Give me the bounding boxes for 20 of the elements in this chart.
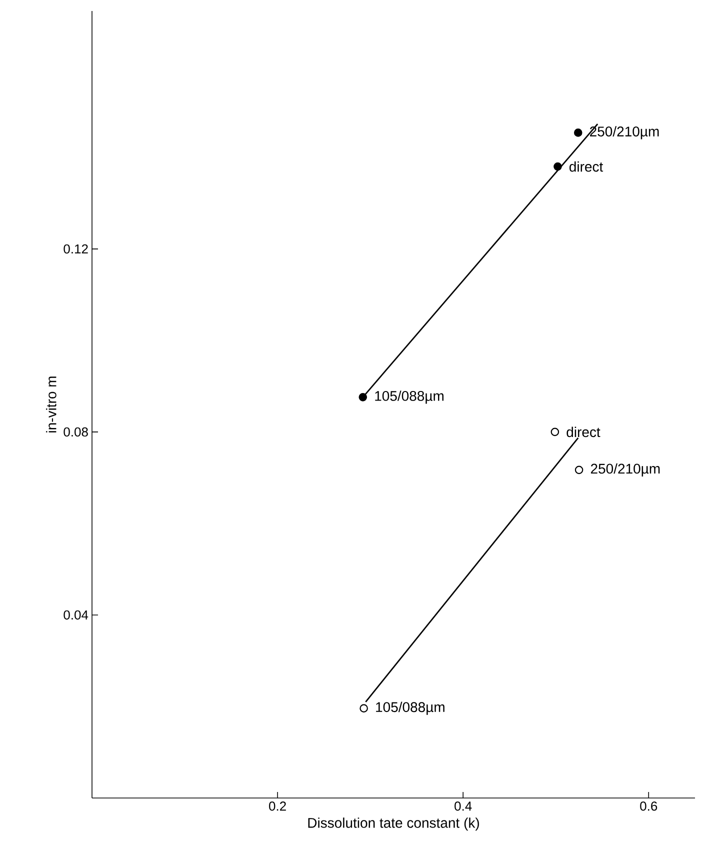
y-tick-label: 0.04 <box>64 610 88 620</box>
annotation: 105/088µm <box>375 390 444 404</box>
annotation: direct <box>566 426 600 438</box>
x-axis-title: Dissolution tate constant (k) <box>308 818 479 831</box>
annotation: direct <box>570 161 604 172</box>
point <box>360 704 368 712</box>
point <box>554 162 562 171</box>
point <box>358 393 368 402</box>
y-tick-label: 0.08 <box>64 427 88 437</box>
point <box>574 128 582 137</box>
x-tick-label: 0.2 <box>269 802 286 811</box>
x-tick-label: 0.4 <box>454 802 472 811</box>
annotation: 105/088µm <box>376 702 444 715</box>
point <box>550 428 560 436</box>
y-axis-title: in-vitro m <box>46 376 56 432</box>
point <box>574 466 584 474</box>
annotation: 250/210µm <box>590 463 660 476</box>
y-tick-label: 0.12 <box>64 244 88 254</box>
annotation: 250/210µm <box>590 126 659 140</box>
x-tick-label: 0.6 <box>640 802 658 811</box>
